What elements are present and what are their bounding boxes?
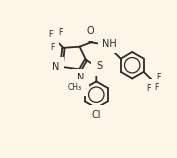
Text: F: F xyxy=(48,30,53,39)
Text: F: F xyxy=(154,83,159,92)
Text: F: F xyxy=(50,43,55,52)
Text: N: N xyxy=(77,73,84,83)
Text: Cl: Cl xyxy=(92,110,101,120)
Text: NH: NH xyxy=(102,39,117,49)
Text: F: F xyxy=(156,73,161,82)
Text: F: F xyxy=(59,28,63,37)
Text: CH₃: CH₃ xyxy=(68,83,82,92)
Text: O: O xyxy=(86,26,94,36)
Text: N: N xyxy=(52,62,59,72)
Text: F: F xyxy=(146,84,151,93)
Text: S: S xyxy=(96,61,102,71)
